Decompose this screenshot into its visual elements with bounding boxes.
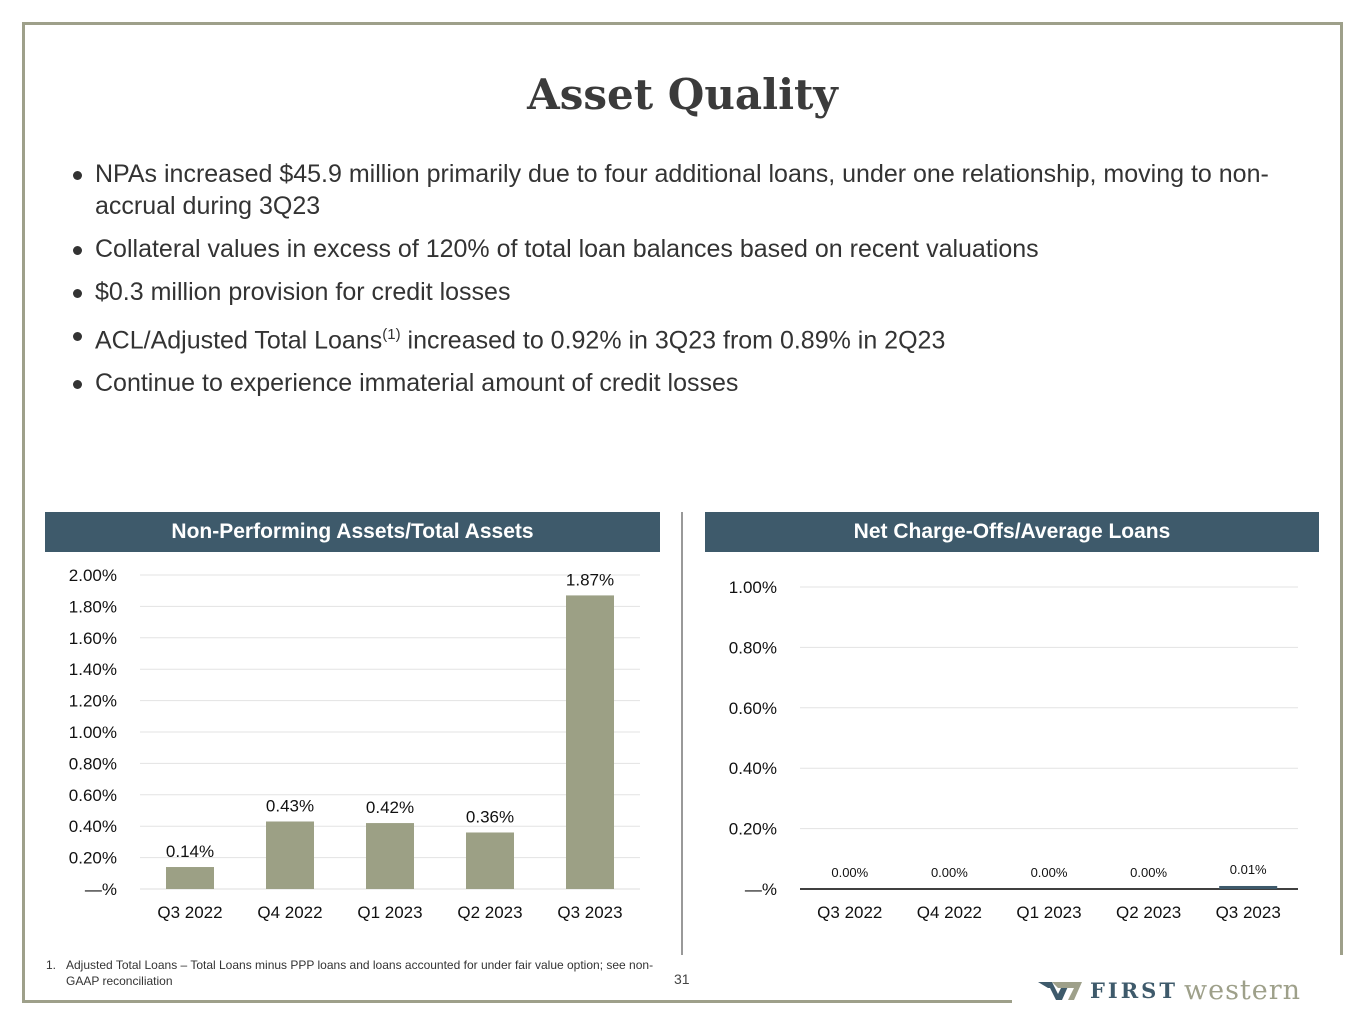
y-tick-label: 0.20% xyxy=(69,849,117,868)
bullet-item: ACL/Adjusted Total Loans(1) increased to… xyxy=(70,319,1290,356)
data-label: 0.36% xyxy=(466,807,514,826)
x-tick-label: Q2 2023 xyxy=(1116,903,1181,922)
bullet-text: ACL/Adjusted Total Loans xyxy=(95,326,383,355)
data-label: 0.00% xyxy=(831,865,868,880)
npa-chart-title: Non-Performing Assets/Total Assets xyxy=(45,512,660,552)
bullet-item: $0.3 million provision for credit losses xyxy=(70,276,1290,308)
footnote-text: Adjusted Total Loans – Total Loans minus… xyxy=(66,958,654,988)
bar xyxy=(366,823,414,889)
bullet-item: NPAs increased $45.9 million primarily d… xyxy=(70,158,1290,222)
bar xyxy=(466,832,514,889)
x-tick-label: Q3 2023 xyxy=(1216,903,1281,922)
bar xyxy=(566,595,614,889)
frame-right xyxy=(1340,22,1343,955)
footnote-number: 1. xyxy=(46,958,57,972)
bullet-item: Collateral values in excess of 120% of t… xyxy=(70,233,1290,265)
x-tick-label: Q1 2023 xyxy=(1016,903,1081,922)
y-tick-label: —% xyxy=(85,880,117,899)
x-tick-label: Q3 2022 xyxy=(157,903,222,922)
data-label: 0.42% xyxy=(366,798,414,817)
y-tick-label: 1.60% xyxy=(69,629,117,648)
y-tick-label: —% xyxy=(745,880,777,899)
nco-chart-title: Net Charge-Offs/Average Loans xyxy=(705,512,1319,552)
y-tick-label: 0.60% xyxy=(69,786,117,805)
data-label: 1.87% xyxy=(566,570,614,589)
y-tick-label: 0.40% xyxy=(69,817,117,836)
y-tick-label: 1.00% xyxy=(729,578,777,597)
data-label: 0.00% xyxy=(1130,865,1167,880)
logo-western: western xyxy=(1183,975,1302,1006)
frame-left xyxy=(22,22,25,1003)
data-label: 0.43% xyxy=(266,796,314,815)
bullet-item: Continue to experience immaterial amount… xyxy=(70,367,1290,399)
x-tick-label: Q3 2022 xyxy=(817,903,882,922)
data-label: 0.00% xyxy=(931,865,968,880)
y-tick-label: 0.20% xyxy=(729,820,777,839)
bar xyxy=(166,867,214,889)
chart-divider xyxy=(681,512,683,955)
data-label: 0.01% xyxy=(1230,862,1267,877)
x-tick-label: Q1 2023 xyxy=(357,903,422,922)
x-tick-label: Q2 2023 xyxy=(457,903,522,922)
y-tick-label: 0.80% xyxy=(69,754,117,773)
bullet-list: NPAs increased $45.9 million primarily d… xyxy=(70,158,1290,410)
data-label: 0.14% xyxy=(166,842,214,861)
logo-first: FIRST xyxy=(1090,978,1178,1003)
data-label: 0.00% xyxy=(1031,865,1068,880)
y-tick-label: 0.40% xyxy=(729,759,777,778)
footnote: 1. Adjusted Total Loans – Total Loans mi… xyxy=(46,957,676,989)
frame-top xyxy=(22,22,1343,25)
x-tick-label: Q3 2023 xyxy=(557,903,622,922)
w-logo-icon xyxy=(1038,981,1082,1000)
y-tick-label: 2.00% xyxy=(69,566,117,585)
y-tick-label: 0.60% xyxy=(729,699,777,718)
page-number: 31 xyxy=(674,971,690,987)
y-tick-label: 0.80% xyxy=(729,638,777,657)
y-tick-label: 1.80% xyxy=(69,597,117,616)
frame-bottom xyxy=(22,1000,1012,1003)
x-tick-label: Q4 2022 xyxy=(257,903,322,922)
page-title: Asset Quality xyxy=(527,70,838,119)
footnote-ref: (1) xyxy=(382,326,401,343)
company-logo: FIRST western xyxy=(1038,975,1301,1006)
y-tick-label: 1.40% xyxy=(69,660,117,679)
bar xyxy=(1219,885,1278,889)
bar xyxy=(266,821,314,889)
x-tick-label: Q4 2022 xyxy=(917,903,982,922)
y-tick-label: 1.20% xyxy=(69,692,117,711)
bullet-text: increased to 0.92% in 3Q23 from 0.89% in… xyxy=(400,326,946,355)
y-tick-label: 1.00% xyxy=(69,723,117,742)
